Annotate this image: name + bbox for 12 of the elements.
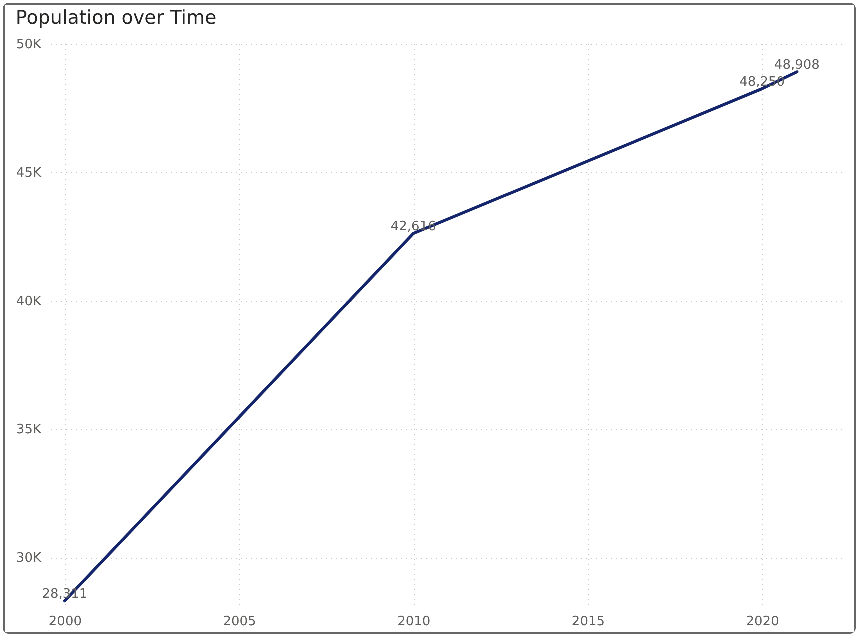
y-tick-label: 45K [16, 166, 42, 181]
x-tick-label: 2000 [48, 614, 82, 630]
y-tick-label: 50K [16, 38, 42, 52]
y-tick-label: 40K [16, 294, 42, 310]
y-tick-label: 30K [16, 551, 42, 566]
y-tick-label: 35K [16, 422, 42, 438]
data-label: 48,908 [774, 58, 820, 74]
x-tick-label: 2010 [398, 614, 431, 630]
x-tick-label: 2005 [223, 614, 256, 630]
chart-title: Population over Time [16, 7, 217, 29]
x-tick-label: 2020 [746, 614, 780, 630]
x-tick-label: 2015 [572, 614, 606, 630]
